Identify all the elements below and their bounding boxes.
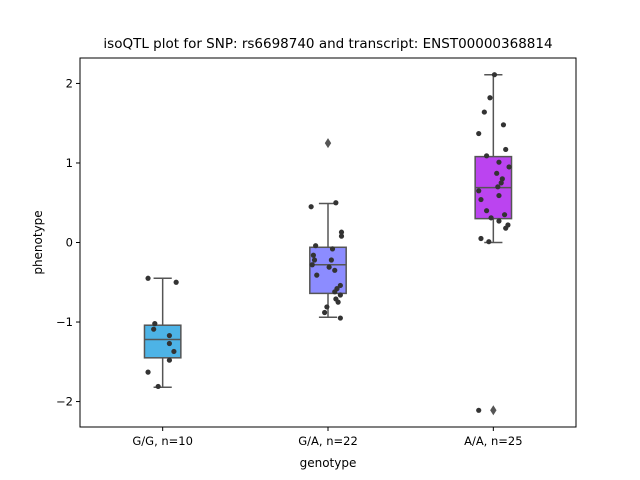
y-axis: 2 1 0 −1 −2 [56,76,80,409]
data-point [145,275,151,281]
data-point [503,146,509,153]
data-point [478,196,484,203]
x-axis: G/G, n=10 G/A, n=22 A/A, n=25 [132,427,523,448]
data-point [173,279,179,285]
data-point [338,233,345,239]
data-point [328,257,334,263]
data-point [166,357,173,363]
x-tick-label: G/G, n=10 [132,434,193,448]
data-point [152,321,158,327]
data-point [495,184,501,190]
data-point [308,204,314,210]
data-point [309,262,315,268]
data-point [171,348,177,355]
data-point [478,235,484,242]
data-point [311,257,318,263]
data-point [488,215,494,221]
data-point [496,218,502,224]
data-point [322,309,328,316]
data-point [476,130,482,137]
data-point [496,192,502,199]
data-point [166,332,173,339]
data-point [326,264,332,270]
data-point [483,208,490,214]
data-point [500,122,507,128]
outlier-marker [490,405,497,416]
y-axis-label: phenotype [31,210,45,274]
data-point [337,292,343,298]
data-point [498,180,504,186]
data-point [151,326,157,332]
y-tick-label: −1 [56,315,73,329]
data-point [501,212,508,218]
box-group-2 [474,72,513,416]
data-point [332,289,338,295]
data-point [494,170,500,176]
data-point [337,282,343,289]
data-point [483,153,490,159]
data-point [476,407,482,413]
data-point [332,267,338,273]
data-point [145,369,151,375]
chart-title: isoQTL plot for SNP: rs6698740 and trans… [103,36,552,52]
y-tick-label: 0 [66,236,73,250]
data-point [496,159,502,165]
x-axis-label: genotype [300,456,357,470]
data-point [481,109,487,115]
data-point [338,229,345,235]
data-point [491,72,498,78]
data-point [503,225,509,231]
data-point [335,299,341,305]
box-group-1 [308,138,347,321]
data-point [476,188,482,194]
data-point [487,95,493,101]
box-group-0 [143,275,182,390]
x-tick-label: G/A, n=22 [298,434,358,448]
data-point [313,243,319,249]
data-point [506,164,512,170]
data-point [310,252,316,258]
outlier-marker [324,138,332,149]
y-tick-label: 2 [66,76,73,90]
data-point [329,246,336,252]
data-point [314,272,320,278]
y-tick-label: −2 [56,395,73,409]
data-point [324,304,330,310]
plot-area [143,72,513,416]
data-point [499,176,505,182]
data-point [486,239,492,245]
x-tick-label: A/A, n=25 [464,434,522,448]
data-point [337,315,343,321]
data-point [155,383,161,390]
data-point [166,340,173,347]
data-point [333,200,339,206]
y-tick-label: 1 [66,156,73,170]
